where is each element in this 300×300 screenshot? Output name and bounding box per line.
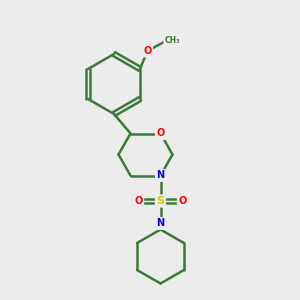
Text: O: O xyxy=(178,196,187,206)
Text: O: O xyxy=(134,196,143,206)
Text: N: N xyxy=(156,170,165,181)
Text: S: S xyxy=(157,196,164,206)
Text: O: O xyxy=(156,128,165,139)
Text: N: N xyxy=(156,218,165,229)
Text: CH₃: CH₃ xyxy=(165,36,180,45)
Text: O: O xyxy=(143,46,152,56)
